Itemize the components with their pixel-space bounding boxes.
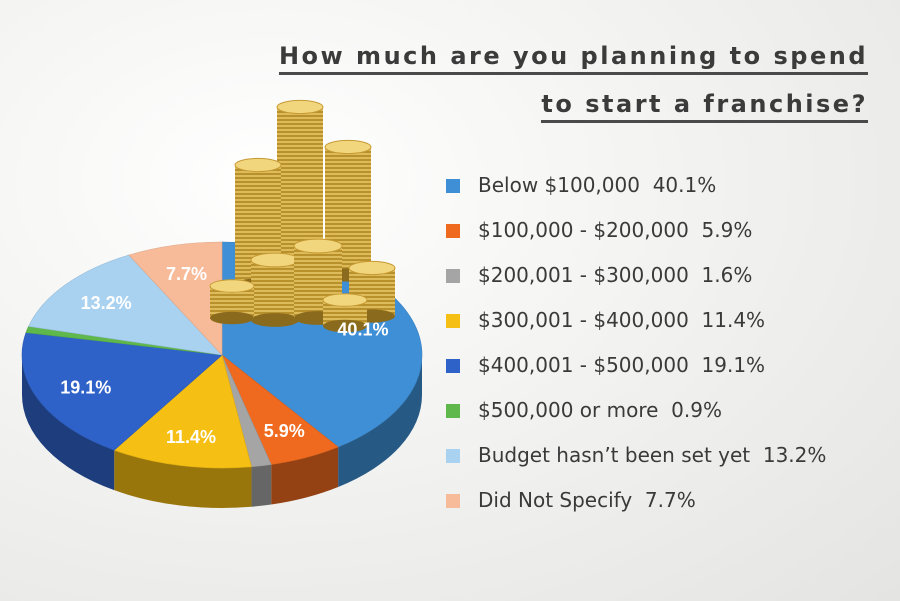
legend-item: $400,001 - $500,000 19.1% <box>446 349 826 394</box>
slice-side <box>338 355 422 488</box>
legend-label: $400,001 - $500,000 <box>478 353 689 377</box>
coin-top <box>322 293 368 307</box>
legend-swatch <box>446 314 460 328</box>
coin-stack-body <box>251 260 299 320</box>
legend-item: Below $100,000 40.1% <box>446 169 826 214</box>
pie-slices <box>21 241 423 508</box>
coin-top <box>250 252 300 268</box>
legend-label: Did Not Specify <box>478 488 633 512</box>
pie-slice <box>21 332 223 451</box>
legend-swatch <box>446 404 460 418</box>
legend-swatch <box>446 449 460 463</box>
legend-value: 40.1% <box>652 173 717 197</box>
legend-label: $500,000 or more <box>478 398 659 422</box>
coin-top <box>209 279 255 293</box>
legend-item: $300,001 - $400,000 11.4% <box>446 304 826 349</box>
legend-label: $200,001 - $300,000 <box>478 263 689 287</box>
legend-value: 7.7% <box>644 488 696 512</box>
coin-top <box>276 99 324 115</box>
pie-slice <box>128 241 223 356</box>
coin-stack <box>209 279 255 325</box>
legend-value: 1.6% <box>701 263 753 287</box>
slice-side <box>22 355 115 491</box>
coin-bottom <box>210 311 254 325</box>
slice-label: 7.7% <box>166 264 207 284</box>
coin-top <box>324 139 372 155</box>
legend-value: 5.9% <box>701 218 753 242</box>
coin-stack <box>250 252 300 327</box>
chart-title-line-2: to start a franchise? <box>228 90 868 123</box>
legend-swatch <box>446 224 460 238</box>
slice-side <box>271 447 339 505</box>
coin-bottom <box>251 313 299 327</box>
coin-top <box>348 260 396 276</box>
legend-item: $100,000 - $200,000 5.9% <box>446 214 826 259</box>
legend-label: Below $100,000 <box>478 173 640 197</box>
slice-label: 11.4% <box>166 427 216 447</box>
slice-labels: 40.1% 5.9% 11.4% 19.1% 13.2% 7.7% <box>60 264 388 447</box>
legend-swatch <box>446 269 460 283</box>
pie-slice <box>28 254 223 356</box>
slice-label: 5.9% <box>264 421 305 441</box>
coin-stack-body <box>277 107 323 262</box>
coin-top <box>293 238 343 254</box>
coin-top <box>234 157 282 173</box>
legend-swatch <box>446 359 460 373</box>
slice-label: 13.2% <box>81 293 132 313</box>
legend-label: $100,000 - $200,000 <box>478 218 689 242</box>
legend-item: $200,001 - $300,000 1.6% <box>446 259 826 304</box>
legend-item: $500,000 or more 0.9% <box>446 394 826 439</box>
slice-side <box>251 464 272 507</box>
chart-title-line-1: How much are you planning to spend <box>228 42 868 75</box>
legend-value: 19.1% <box>701 353 766 377</box>
legend-item: Budget hasn’t been set yet 13.2% <box>446 439 826 484</box>
legend-label: Budget hasn’t been set yet <box>478 443 751 467</box>
coin-stack <box>293 238 343 325</box>
slice-label: 19.1% <box>60 378 111 398</box>
chart-legend: Below $100,000 40.1% $100,000 - $200,000… <box>446 169 826 529</box>
legend-value: 13.2% <box>762 443 827 467</box>
legend-label: $300,001 - $400,000 <box>478 308 689 332</box>
legend-swatch <box>446 179 460 193</box>
legend-value: 11.4% <box>701 308 766 332</box>
legend-swatch <box>446 494 460 508</box>
slice-label: 40.1% <box>337 320 388 340</box>
pie-slice <box>113 354 252 469</box>
coin-bottom <box>323 319 367 333</box>
legend-item: Did Not Specify 7.7% <box>446 484 826 529</box>
coin-stacks-icon <box>209 99 396 333</box>
slice-side <box>114 450 252 508</box>
coin-stack <box>322 293 368 333</box>
legend-value: 0.9% <box>671 398 722 422</box>
